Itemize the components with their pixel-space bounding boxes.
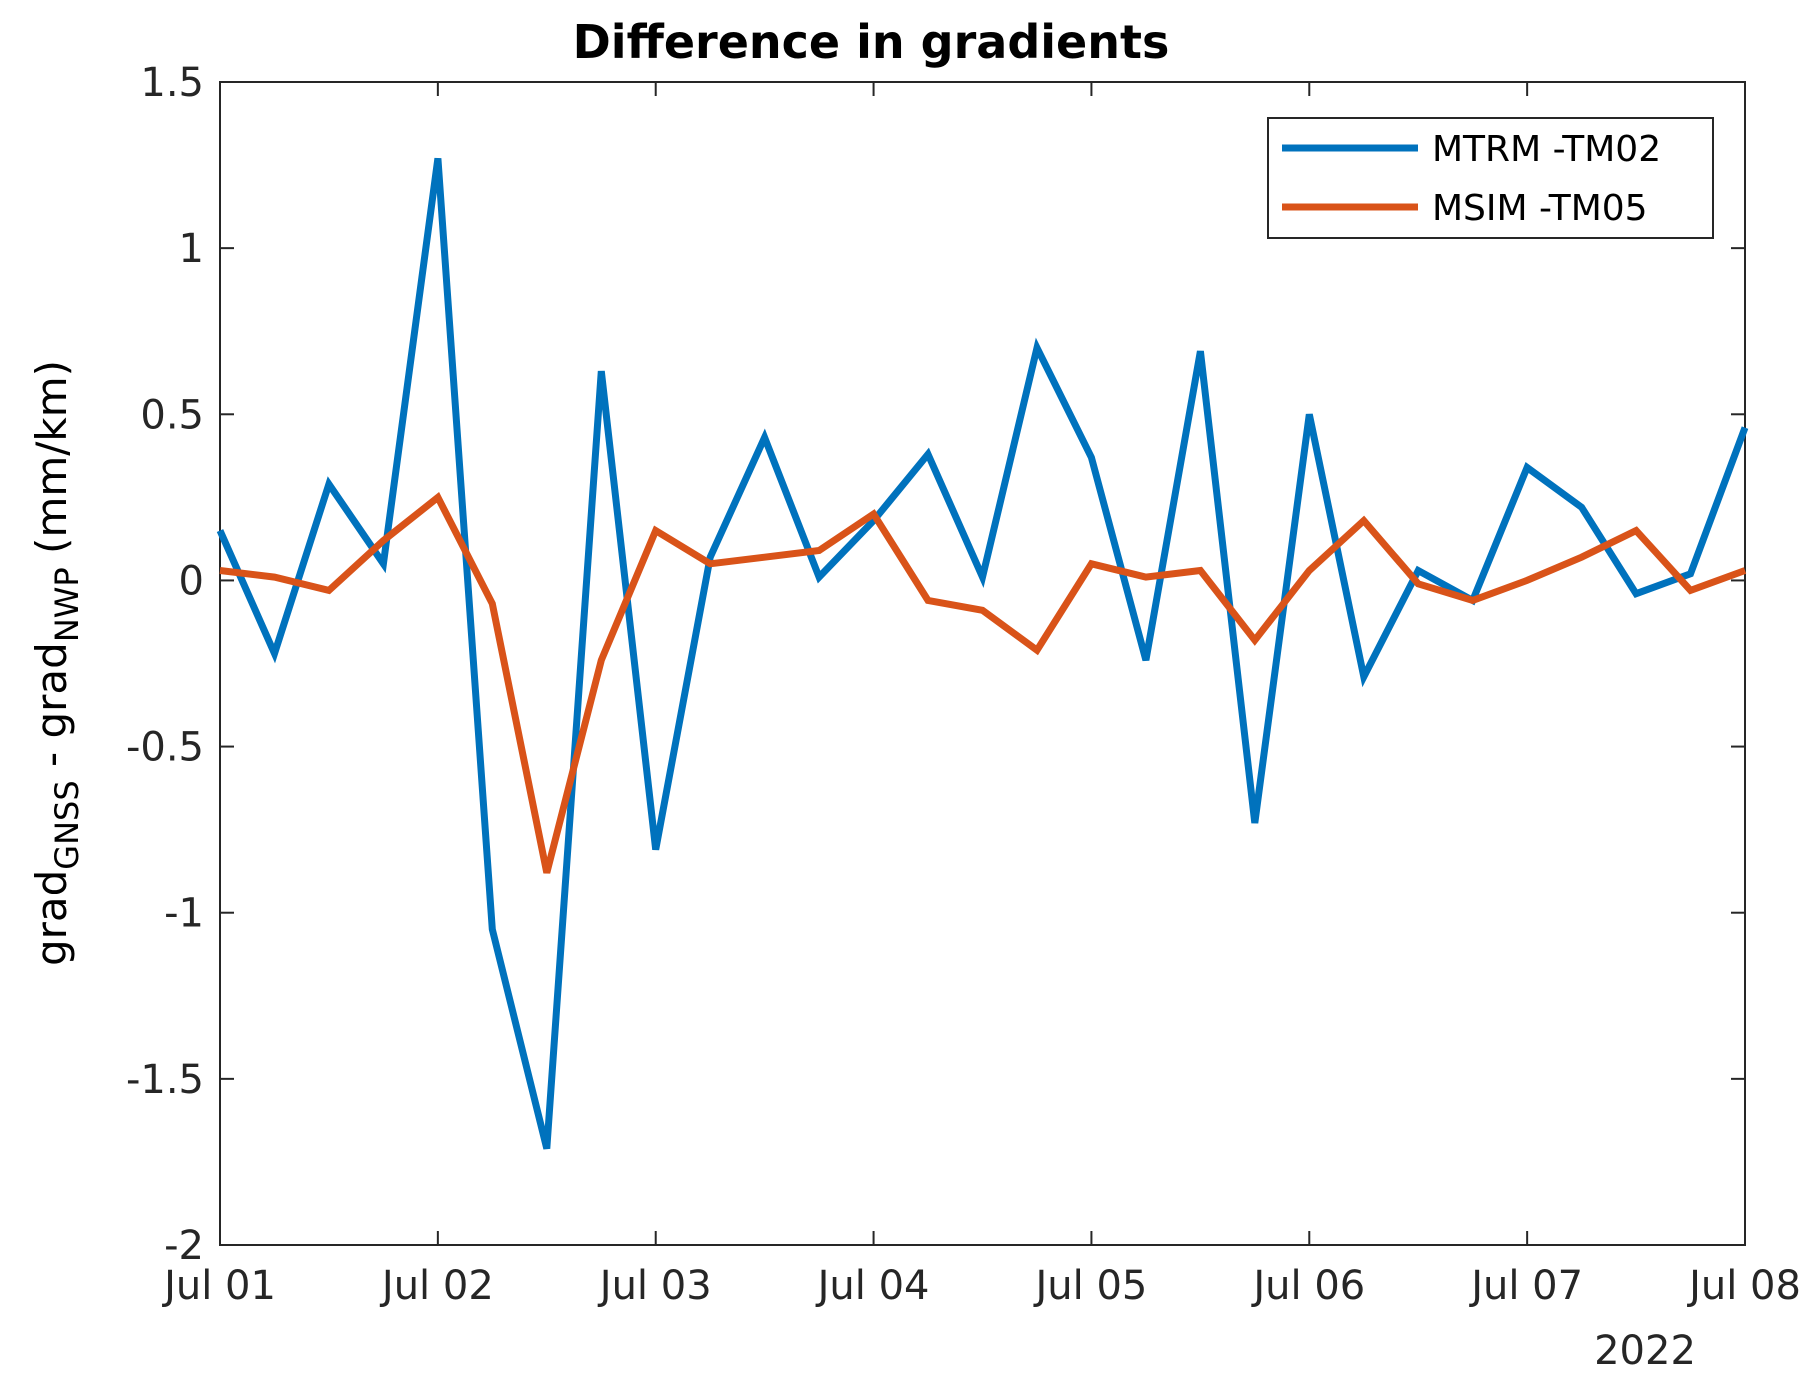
series-line-0 — [216, 157, 1749, 1150]
legend-label-msim: MSIM -TM05 — [1432, 188, 1648, 229]
y-tick-label: -0.5 — [126, 725, 204, 771]
chart-title: Difference in gradients — [573, 15, 1170, 69]
y-label-subscript-nwp: NWP — [48, 567, 86, 642]
x-tick-label: Jul 08 — [1686, 1263, 1801, 1309]
plot-area — [216, 81, 1749, 1246]
y-tick-label: 1 — [179, 226, 204, 272]
series-layer — [216, 157, 1749, 1150]
x-tick-label: Jul 07 — [1468, 1263, 1583, 1309]
y-axis-label: gradGNSS - gradNWP (mm/km) — [27, 360, 86, 966]
x-tick-label: Jul 04 — [815, 1263, 930, 1309]
series-line-1 — [219, 492, 1747, 874]
x-tick-label: Jul 01 — [161, 1263, 276, 1309]
y-label-middle: - grad — [27, 642, 76, 780]
y-tick-label: -1.5 — [126, 1057, 204, 1103]
axes-box — [219, 81, 1746, 1246]
y-label-base: grad — [27, 870, 76, 966]
y-tick-label: -2 — [164, 1223, 204, 1269]
legend-label-mtrm: MTRM -TM02 — [1432, 129, 1661, 170]
y-tick-label: -1 — [164, 891, 204, 937]
x-tick-label: Jul 03 — [597, 1263, 712, 1309]
y-tick-label: 1.5 — [140, 60, 204, 106]
x-axis-year-label: 2022 — [1594, 1328, 1696, 1374]
x-tick-label: Jul 05 — [1032, 1263, 1147, 1309]
x-tick-label: Jul 06 — [1250, 1263, 1365, 1309]
y-tick-label: 0.5 — [140, 392, 204, 438]
y-axis-ticks: 1.5 1 0.5 0 -0.5 -1 -1.5 -2 — [126, 60, 1745, 1269]
legend: MTRM -TM02 MSIM -TM05 — [1267, 117, 1714, 239]
x-tick-label: Jul 02 — [379, 1263, 494, 1309]
y-label-unit: (mm/km) — [27, 360, 76, 567]
x-axis-ticks: Jul 01 Jul 02 Jul 03 Jul 04 Jul 05 Jul 06 Jul … — [161, 82, 1801, 1309]
y-label-subscript-gnss: GNSS — [48, 780, 86, 869]
legend-box — [1267, 117, 1714, 239]
y-tick-label: 0 — [179, 558, 204, 604]
